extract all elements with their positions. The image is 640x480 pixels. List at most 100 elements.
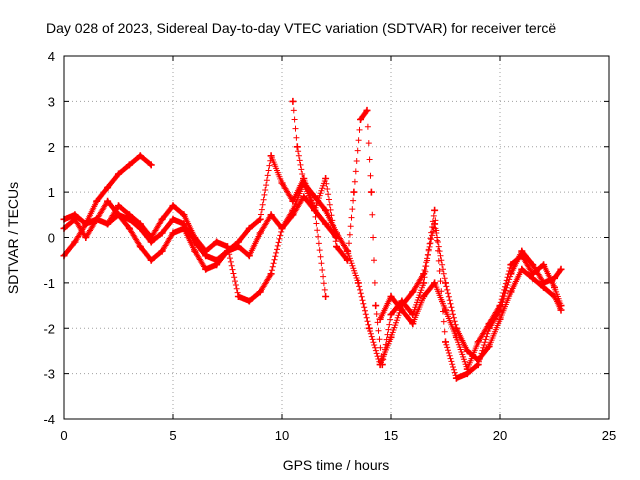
data-point [442, 279, 449, 287]
data-point [191, 238, 199, 246]
data-point [496, 315, 504, 323]
data-point [278, 224, 286, 232]
data-point [551, 283, 558, 291]
data-point [372, 302, 380, 310]
data-point [82, 234, 90, 241]
series-track-2 [60, 193, 340, 273]
data-point [529, 270, 537, 278]
y-tick-label: -1 [43, 276, 55, 291]
data-point [420, 279, 428, 287]
chart-title: Day 028 of 2023, Sidereal Day-to-day VTE… [46, 20, 556, 36]
data-point [289, 97, 297, 105]
data-point [71, 238, 79, 246]
data-point [158, 215, 166, 223]
data-point [245, 297, 253, 305]
y-tick-label: -2 [43, 321, 55, 336]
data-point [357, 116, 364, 123]
x-tick-label: 15 [384, 428, 398, 443]
data-point [93, 215, 101, 223]
data-point [322, 220, 330, 228]
y-axis-label: SDTVAR / TECUs [5, 182, 21, 294]
data-point [136, 224, 144, 232]
data-point [463, 347, 471, 355]
data-point [507, 261, 515, 269]
data-point [387, 333, 395, 341]
x-tick-label: 0 [60, 428, 67, 443]
data-point [376, 315, 384, 323]
data-point [350, 188, 358, 196]
data-point [442, 306, 449, 314]
axis-ticks: 0 5 10 15 20 25 -4 -3 -2 -1 0 1 2 3 4 [43, 49, 616, 443]
data-point [311, 206, 319, 214]
data-point [365, 324, 373, 332]
data-point [343, 247, 351, 255]
data-point [147, 238, 155, 246]
data-point [431, 206, 439, 214]
data-point [180, 220, 188, 228]
data-point [169, 215, 177, 223]
y-tick-label: 1 [48, 185, 55, 200]
data-point [125, 161, 133, 169]
series-track-6 [343, 220, 565, 369]
data-point [485, 320, 493, 328]
data-point [387, 311, 395, 319]
y-tick-label: 3 [48, 94, 55, 109]
data-point [442, 338, 449, 346]
data-point [463, 365, 471, 373]
series-markers [344, 220, 564, 368]
data-point [125, 224, 133, 232]
data-point [452, 374, 460, 382]
data-point [267, 270, 275, 278]
data-point [322, 175, 330, 182]
data-point [147, 161, 155, 169]
data-point [93, 197, 101, 205]
data-point [82, 220, 90, 228]
data-point [452, 333, 460, 341]
data-point [540, 261, 548, 269]
y-tick-label: -3 [43, 367, 55, 382]
data-point [136, 243, 144, 251]
data-point [387, 293, 395, 300]
data-point [136, 152, 144, 160]
data-point [518, 252, 526, 260]
series-track-7 [376, 252, 565, 373]
x-tick-label: 20 [493, 428, 507, 443]
data-point [540, 283, 548, 291]
data-point [398, 306, 406, 314]
data-point [267, 211, 275, 219]
data-point [507, 288, 515, 296]
x-tick-label: 5 [169, 428, 176, 443]
data-point [311, 193, 319, 201]
data-point [267, 152, 275, 160]
data-point [191, 247, 199, 255]
data-point [557, 302, 565, 310]
data-point [213, 238, 221, 246]
data-point [256, 288, 264, 296]
data-point [474, 356, 482, 364]
data-point [289, 197, 297, 205]
x-tick-label: 10 [275, 428, 289, 443]
data-point [256, 229, 264, 237]
data-point [104, 184, 112, 192]
series-track-4 [104, 152, 330, 300]
data-point [363, 106, 371, 114]
data-point [529, 261, 537, 269]
data-point [409, 288, 417, 296]
data-point [474, 338, 482, 346]
data-point [234, 293, 242, 300]
x-axis-label: GPS time / hours [283, 457, 390, 473]
data-point [420, 293, 428, 300]
data-point [293, 143, 301, 151]
data-point [354, 279, 362, 287]
data-point [496, 302, 504, 310]
data-point [245, 224, 253, 232]
series-markers [61, 193, 339, 273]
data-point [125, 215, 133, 223]
data-point [300, 179, 308, 187]
data-point [71, 215, 79, 223]
data-point [147, 256, 155, 264]
data-point [289, 206, 297, 214]
data-point [202, 252, 210, 260]
x-tick-label: 25 [602, 428, 616, 443]
